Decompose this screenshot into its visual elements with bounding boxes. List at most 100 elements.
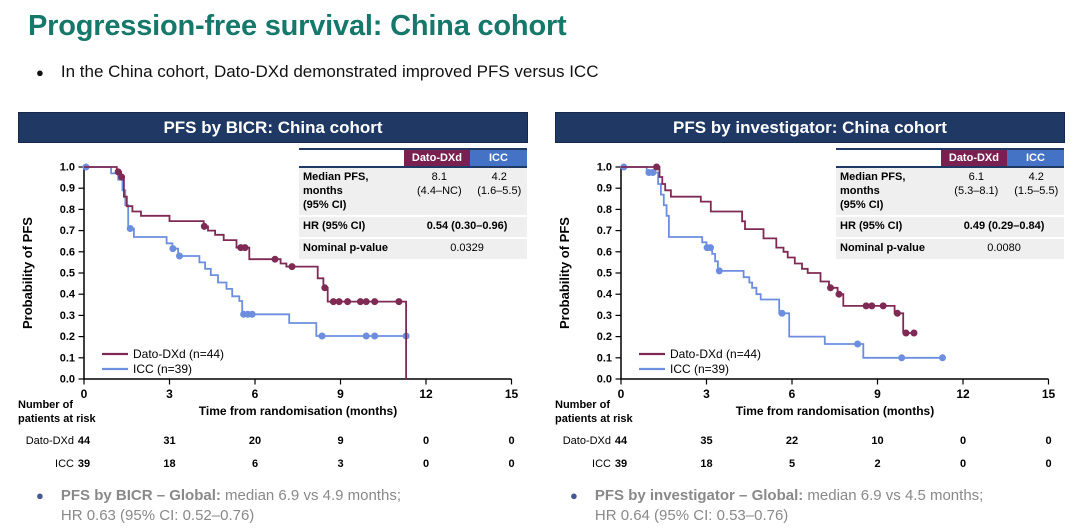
censor-mark — [715, 267, 723, 275]
x-tick-label: 6 — [789, 387, 796, 401]
hr-label: HR (95% CI) — [840, 220, 903, 233]
censor-mark — [893, 309, 901, 317]
legend-label: Dato-DXd (n=44) — [670, 347, 761, 361]
risk-header-line2: patients at risk — [18, 413, 97, 425]
censor-mark — [318, 332, 326, 340]
risk-value: 0 — [423, 458, 429, 470]
censor-mark — [879, 302, 887, 310]
y-tick-label: 0.5 — [597, 268, 612, 280]
y-tick-label: 0.0 — [60, 374, 75, 386]
censor-mark — [371, 298, 379, 306]
intro-bullet-text: In the China cohort, Dato-DXd demonstrat… — [60, 62, 599, 81]
page-title: Progression-free survival: China cohort — [28, 10, 567, 42]
km-curve-0 — [84, 166, 407, 379]
risk-value: 39 — [78, 458, 90, 470]
risk-value: 20 — [249, 435, 261, 447]
censor-mark — [118, 173, 126, 181]
risk-value: 0 — [508, 435, 514, 447]
hr-value: 0.54 (0.30–0.96) — [426, 220, 508, 233]
stats-hr-row: HR (95% CI) 0.54 (0.30–0.96) — [299, 215, 527, 237]
x-tick-label: 9 — [874, 387, 881, 401]
p-label: Nominal p-value — [840, 242, 925, 254]
median-dato: 6.1 (5.3–8.1) — [954, 171, 999, 197]
censor-mark — [827, 284, 834, 292]
stats-col-icc: ICC — [469, 150, 527, 166]
censor-mark — [649, 169, 657, 176]
panel-bicr: PFS by BICR: China cohort 0.0 0.1 0.2 0.3 0.… — [18, 112, 528, 476]
x-tick-label: 9 — [337, 387, 344, 401]
risk-value: 0 — [960, 458, 966, 470]
y-tick-label: 0.2 — [60, 331, 75, 343]
censor-mark — [288, 263, 296, 271]
stats-col-icc: ICC — [1006, 150, 1064, 166]
risk-row-label: Dato-DXd — [563, 435, 611, 447]
bullet-icon: ● — [36, 65, 44, 80]
y-tick-label: 0.1 — [60, 352, 75, 364]
censor-mark — [910, 329, 918, 337]
censor-mark — [356, 298, 364, 306]
censor-mark — [395, 298, 403, 306]
y-tick-label: 0.1 — [597, 352, 612, 364]
risk-header-line1: Number of — [18, 399, 73, 411]
censor-mark — [344, 298, 352, 306]
risk-value: 6 — [252, 458, 258, 470]
censor-mark — [868, 302, 876, 310]
censor-mark — [200, 222, 208, 230]
risk-row-label: ICC — [592, 458, 611, 470]
risk-value: 39 — [615, 458, 627, 470]
stats-col-dato: Dato-DXd — [403, 150, 470, 166]
censor-mark — [114, 168, 122, 176]
p-label: Nominal p-value — [303, 242, 388, 254]
y-tick-label: 0.3 — [60, 310, 75, 322]
censor-mark — [862, 302, 870, 310]
risk-value: 0 — [1045, 435, 1051, 447]
censor-mark — [707, 244, 714, 252]
censor-mark — [898, 354, 906, 362]
y-tick-label: 0.6 — [597, 246, 612, 258]
x-tick-label: 3 — [166, 387, 173, 401]
panel-investigator-header: PFS by investigator: China cohort — [555, 112, 1065, 143]
y-tick-label: 0.9 — [597, 183, 612, 195]
y-tick-label: 0.0 — [597, 374, 612, 386]
censor-mark — [854, 340, 862, 348]
y-tick-label: 0.8 — [60, 204, 75, 216]
footnote-bicr: ● PFS by BICR – Global: median 6.9 vs 4.… — [36, 486, 541, 526]
stats-p-row: Nominal p-value 0.0329 — [299, 237, 527, 259]
risk-value: 18 — [700, 458, 712, 470]
stats-table-bicr: Dato-DXd ICC Median PFS, months (95% CI) … — [299, 148, 527, 259]
x-tick-label: 3 — [703, 387, 710, 401]
km-chart-investigator: 0.0 0.1 0.2 0.3 0.4 0.5 0.6 0.7 0.8 0.9 1.0 0 3 6 9 12 1… — [555, 162, 1056, 471]
risk-value: 5 — [789, 458, 795, 470]
median-icc: 4.2 (1.6–5.5) — [477, 171, 522, 197]
censor-mark — [835, 290, 843, 298]
y-tick-label: 0.8 — [597, 204, 612, 216]
censor-mark — [778, 309, 786, 317]
x-tick-label: 15 — [1042, 387, 1056, 401]
x-tick-label: 12 — [419, 387, 433, 401]
legend-label: ICC (n=39) — [133, 362, 192, 376]
risk-value: 9 — [337, 435, 343, 447]
footnote-bicr-text: PFS by BICR – Global: median 6.9 vs 4.9 … — [60, 487, 401, 524]
p-value: 0.0080 — [987, 242, 1021, 254]
legend-label: Dato-DXd (n=44) — [133, 347, 224, 361]
censor-mark — [329, 298, 337, 306]
median-label: Median PFS, months (95% CI) — [840, 171, 906, 211]
y-axis-title: Probability of PFS — [20, 217, 35, 329]
panel-investigator: PFS by investigator: China cohort 0.0 0.1… — [555, 112, 1065, 476]
risk-header-line2: patients at risk — [555, 413, 634, 425]
median-label: Median PFS, months (95% CI) — [303, 171, 369, 211]
x-tick-label: 0 — [81, 387, 88, 401]
risk-value: 31 — [163, 435, 175, 447]
median-dato: 8.1 (4.4–NC) — [417, 171, 462, 197]
hr-value: 0.49 (0.29–0.84) — [963, 220, 1045, 233]
y-tick-label: 0.6 — [60, 246, 75, 258]
stats-empty-cell — [836, 150, 941, 166]
risk-value: 0 — [508, 458, 514, 470]
stats-empty-cell — [299, 150, 404, 166]
median-icc: 4.2 (1.5–5.5) — [1014, 171, 1059, 197]
legend-label: ICC (n=39) — [670, 362, 729, 376]
risk-value: 18 — [163, 458, 175, 470]
stats-table-investigator: Dato-DXd ICC Median PFS, months (95% CI) … — [836, 148, 1064, 259]
x-axis-title: Time from randomisation (months) — [736, 404, 934, 418]
censor-mark — [241, 244, 249, 252]
